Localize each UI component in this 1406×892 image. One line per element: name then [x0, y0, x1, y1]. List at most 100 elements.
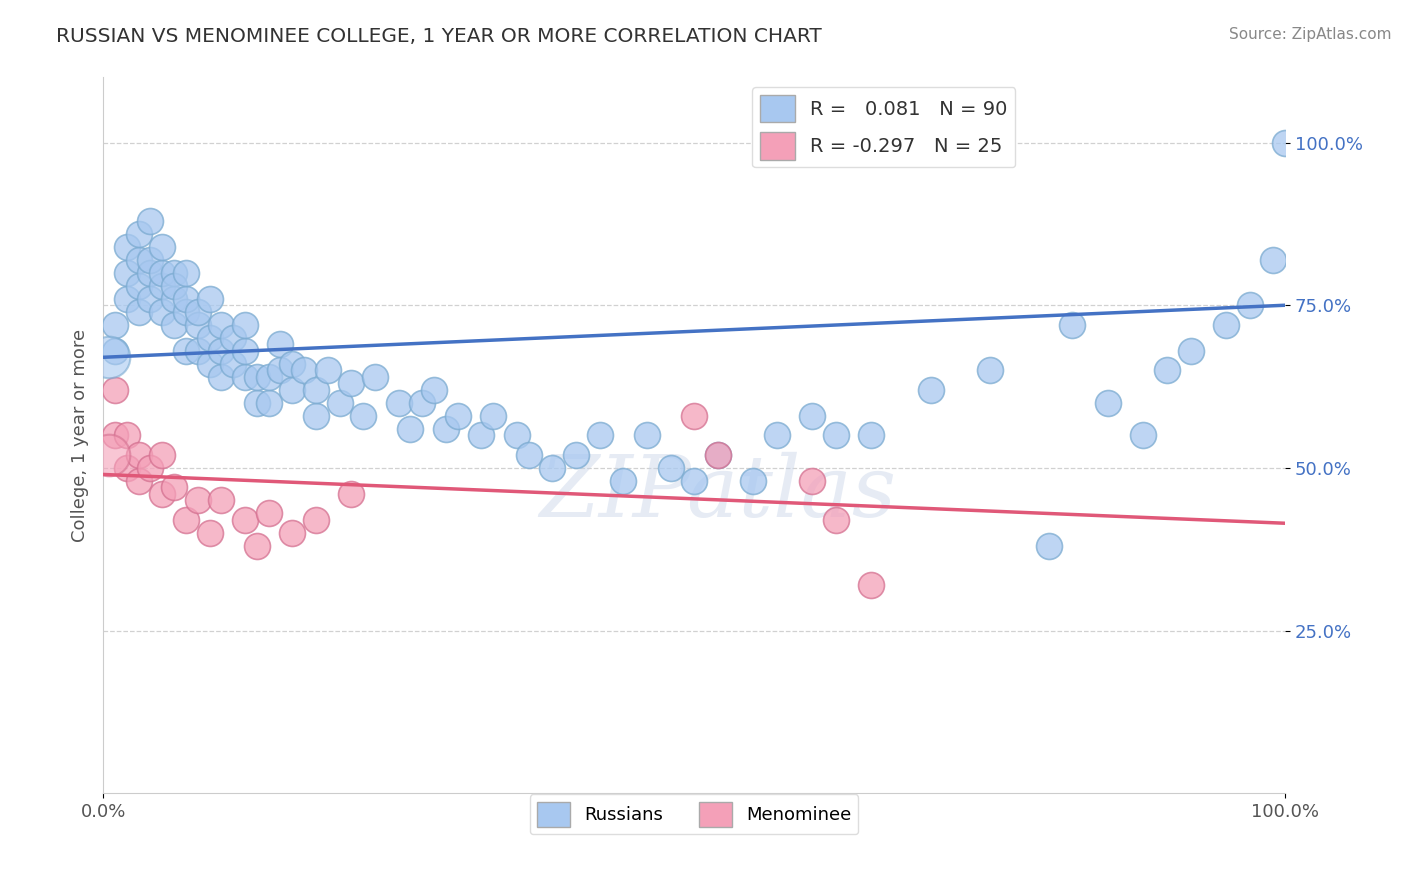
Point: [222, 357, 245, 371]
Point: [174, 266, 197, 280]
Point: [388, 396, 411, 410]
Point: [187, 343, 209, 358]
Point: [541, 461, 564, 475]
Point: [707, 448, 730, 462]
Point: [801, 474, 824, 488]
Point: [683, 474, 706, 488]
Point: [340, 376, 363, 391]
Point: [305, 409, 328, 423]
Point: [434, 422, 457, 436]
Point: [246, 539, 269, 553]
Point: [1274, 136, 1296, 150]
Point: [163, 266, 186, 280]
Point: [163, 292, 186, 306]
Text: Source: ZipAtlas.com: Source: ZipAtlas.com: [1229, 27, 1392, 42]
Point: [470, 428, 492, 442]
Point: [423, 383, 446, 397]
Point: [447, 409, 470, 423]
Point: [128, 252, 150, 267]
Point: [150, 487, 173, 501]
Point: [115, 266, 138, 280]
Point: [659, 461, 682, 475]
Point: [257, 396, 280, 410]
Point: [115, 461, 138, 475]
Point: [860, 578, 883, 592]
Point: [198, 357, 221, 371]
Point: [163, 278, 186, 293]
Point: [257, 369, 280, 384]
Point: [104, 428, 127, 442]
Point: [1097, 396, 1119, 410]
Point: [128, 304, 150, 318]
Point: [115, 428, 138, 442]
Point: [1156, 363, 1178, 377]
Point: [98, 351, 121, 365]
Point: [198, 526, 221, 541]
Point: [411, 396, 433, 410]
Point: [506, 428, 529, 442]
Point: [233, 513, 256, 527]
Point: [269, 363, 291, 377]
Point: [801, 409, 824, 423]
Point: [257, 507, 280, 521]
Y-axis label: College, 1 year or more: College, 1 year or more: [72, 329, 89, 542]
Point: [233, 343, 256, 358]
Point: [128, 474, 150, 488]
Point: [174, 292, 197, 306]
Point: [209, 369, 232, 384]
Point: [316, 363, 339, 377]
Legend: Russians, Menominee: Russians, Menominee: [530, 795, 859, 834]
Point: [305, 383, 328, 397]
Point: [281, 357, 304, 371]
Point: [292, 363, 315, 377]
Point: [1062, 318, 1084, 332]
Point: [139, 252, 162, 267]
Point: [150, 266, 173, 280]
Point: [233, 318, 256, 332]
Point: [222, 331, 245, 345]
Point: [588, 428, 610, 442]
Point: [104, 343, 127, 358]
Point: [150, 240, 173, 254]
Point: [150, 278, 173, 293]
Point: [187, 304, 209, 318]
Point: [150, 304, 173, 318]
Text: ZIPatlas: ZIPatlas: [540, 451, 897, 534]
Point: [565, 448, 588, 462]
Point: [139, 461, 162, 475]
Point: [246, 396, 269, 410]
Point: [150, 448, 173, 462]
Point: [636, 428, 658, 442]
Point: [1215, 318, 1237, 332]
Point: [1263, 252, 1285, 267]
Point: [920, 383, 942, 397]
Point: [174, 343, 197, 358]
Point: [198, 292, 221, 306]
Point: [139, 292, 162, 306]
Point: [1132, 428, 1154, 442]
Point: [399, 422, 422, 436]
Point: [174, 304, 197, 318]
Point: [1180, 343, 1202, 358]
Point: [139, 266, 162, 280]
Point: [707, 448, 730, 462]
Point: [198, 331, 221, 345]
Point: [128, 278, 150, 293]
Text: RUSSIAN VS MENOMINEE COLLEGE, 1 YEAR OR MORE CORRELATION CHART: RUSSIAN VS MENOMINEE COLLEGE, 1 YEAR OR …: [56, 27, 823, 45]
Point: [209, 343, 232, 358]
Point: [766, 428, 789, 442]
Point: [246, 369, 269, 384]
Point: [98, 448, 121, 462]
Point: [825, 513, 848, 527]
Point: [281, 526, 304, 541]
Point: [328, 396, 350, 410]
Point: [163, 480, 186, 494]
Point: [115, 240, 138, 254]
Point: [139, 213, 162, 227]
Point: [742, 474, 765, 488]
Point: [187, 318, 209, 332]
Point: [233, 369, 256, 384]
Point: [163, 318, 186, 332]
Point: [128, 227, 150, 241]
Point: [269, 337, 291, 351]
